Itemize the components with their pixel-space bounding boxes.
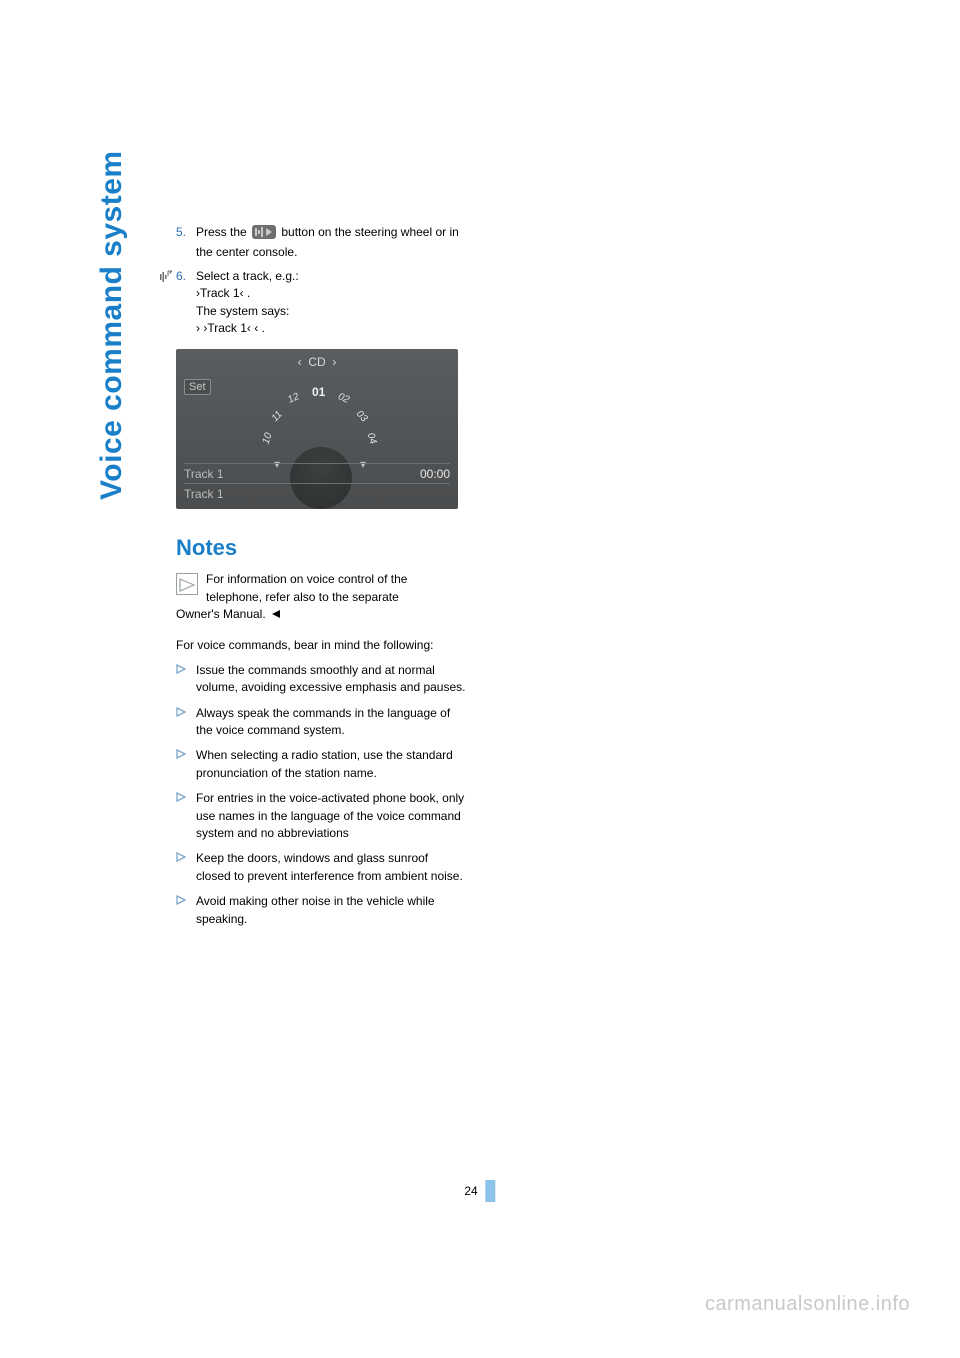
step-5: 5. Press the button on the steering whee…	[176, 224, 466, 262]
bullet-text: For entries in the voice-activated phone…	[196, 790, 466, 842]
body-column: 5. Press the button on the steering whee…	[176, 224, 466, 928]
header-arrow-left-icon: ‹	[298, 355, 302, 369]
voice-button-icon	[252, 225, 276, 244]
step-6-number: 6.	[176, 268, 196, 285]
notes-para: For voice commands, bear in mind the fol…	[176, 637, 466, 654]
cd-display-header: ‹ CD ›	[176, 355, 458, 369]
display-row-2: Track 1	[184, 483, 450, 501]
step-5-text-before: Press the	[196, 225, 250, 239]
step-6: 6. Select a track, e.g.: ›Track 1‹ . The…	[156, 268, 466, 338]
notes-intro-cont-text: Owner's Manual.	[176, 607, 266, 621]
bullet-text: Keep the doors, windows and glass sunroo…	[196, 850, 466, 885]
step-5-number: 5.	[176, 224, 196, 241]
watermark: carmanualsonline.info	[705, 1293, 910, 1316]
bullet-item: For entries in the voice-activated phone…	[176, 790, 466, 842]
step-6-line2: ›Track 1‹ .	[196, 285, 466, 302]
voice-prompt-icon	[156, 268, 176, 284]
page-number-bar-icon	[486, 1180, 496, 1202]
section-title-vertical: Voice command system	[95, 150, 129, 500]
track-label-2: Track 1	[184, 487, 224, 501]
dial-num-01: 01	[312, 385, 325, 399]
bullet-text: Issue the commands smoothly and at norma…	[196, 662, 466, 697]
step-6-resp: Track 1	[207, 321, 247, 335]
dial-num-04: 04	[365, 432, 379, 446]
dial-num-10: 10	[261, 432, 275, 446]
step-6-line4: › ›Track 1‹ ‹ .	[196, 320, 466, 337]
dial-num-12: 12	[286, 392, 301, 407]
bullet-item: Issue the commands smoothly and at norma…	[176, 662, 466, 697]
page-number: 24	[464, 1180, 495, 1202]
bullet-item: Keep the doors, windows and glass sunroo…	[176, 850, 466, 885]
dial-num-11: 11	[270, 409, 285, 424]
dial-num-03: 03	[354, 409, 370, 425]
bullet-item: When selecting a radio station, use the …	[176, 747, 466, 782]
page-number-text: 24	[464, 1184, 477, 1198]
display-row-1: Track 1 00:00	[184, 463, 450, 481]
notes-intro: For information on voice control of the …	[176, 571, 466, 606]
notes-heading: Notes	[176, 535, 466, 561]
cd-label: CD	[308, 355, 325, 369]
bullet-text: Avoid making other noise in the vehicle …	[196, 893, 466, 928]
page: Voice command system 5. Press the button…	[0, 0, 960, 1358]
notes-intro-text-1: For information on voice control of the …	[206, 571, 466, 606]
dial-num-02: 02	[336, 392, 351, 407]
track-time: 00:00	[420, 467, 450, 481]
step-6-cmd: Track 1	[200, 286, 240, 300]
bullet-marker-icon	[176, 662, 196, 679]
bullet-marker-icon	[176, 850, 196, 867]
step-6-text: Select a track, e.g.: ›Track 1‹ . The sy…	[196, 268, 466, 338]
notes-bullets: Issue the commands smoothly and at norma…	[176, 662, 466, 928]
step-6-line1: Select a track, e.g.:	[196, 268, 466, 285]
bullet-marker-icon	[176, 747, 196, 764]
bullet-item: Avoid making other noise in the vehicle …	[176, 893, 466, 928]
angle-close-dbl: ‹ ‹ .	[247, 321, 265, 335]
header-arrow-right-icon: ›	[332, 355, 336, 369]
track-label-1: Track 1	[184, 467, 224, 481]
bullet-text: Always speak the commands in the languag…	[196, 705, 466, 740]
angle-close: ‹ .	[240, 286, 251, 300]
set-button: Set	[184, 379, 211, 395]
info-triangle-icon	[176, 573, 198, 600]
step-6-line3: The system says:	[196, 303, 466, 320]
cd-display-screenshot: ‹ CD › Set 01 02 03 04 12 11 10 ▾ ▾ Trac…	[176, 349, 458, 509]
bullet-item: Always speak the commands in the languag…	[176, 705, 466, 740]
bullet-text: When selecting a radio station, use the …	[196, 747, 466, 782]
notes-intro-text-2: Owner's Manual.	[176, 606, 466, 624]
bullet-marker-icon	[176, 790, 196, 807]
bullet-marker-icon	[176, 705, 196, 722]
end-triangle-icon	[271, 607, 281, 624]
step-5-text: Press the button on the steering wheel o…	[196, 224, 466, 262]
bullet-marker-icon	[176, 893, 196, 910]
angle-open-dbl: › ›	[196, 321, 207, 335]
